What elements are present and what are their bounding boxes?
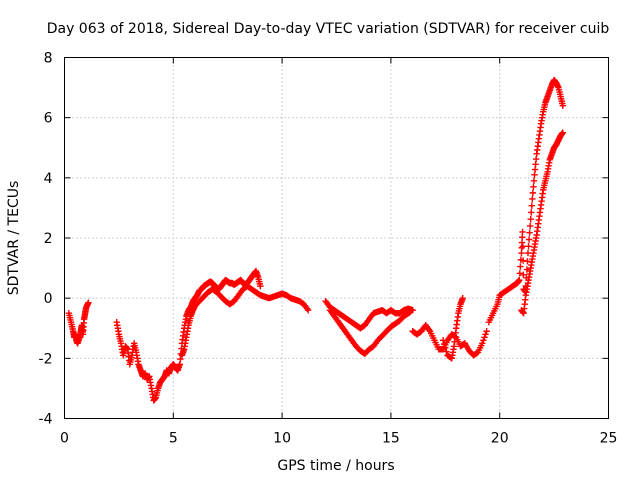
series-track-d — [322, 297, 416, 332]
data-points — [65, 76, 567, 404]
y-tick-label: 0 — [44, 291, 53, 307]
data-point — [527, 215, 534, 223]
grid — [64, 57, 609, 419]
x-tick-label: 5 — [169, 431, 178, 447]
y-tick-label: -4 — [39, 412, 53, 428]
data-point — [481, 334, 488, 341]
data-point — [439, 337, 447, 344]
data-point — [526, 222, 534, 230]
x-tick-label: 25 — [600, 431, 618, 447]
data-point — [441, 340, 448, 348]
data-point — [525, 243, 532, 250]
x-tick-label: 10 — [273, 431, 291, 447]
series-track-b — [113, 267, 264, 404]
x-axis-label: GPS time / hours — [277, 458, 394, 474]
data-point — [483, 328, 490, 335]
y-axis-label: SDTVAR / TECUs — [6, 181, 22, 296]
y-tick-label: 4 — [44, 171, 53, 187]
y-tick-label: 6 — [44, 111, 53, 127]
data-point — [559, 129, 567, 136]
data-point — [519, 257, 527, 264]
y-tick-label: 2 — [44, 231, 53, 247]
data-point — [524, 249, 532, 257]
data-point — [519, 243, 527, 250]
data-point — [523, 274, 530, 282]
data-point — [517, 263, 524, 270]
chart-title: Day 063 of 2018, Sidereal Day-to-day VTE… — [47, 21, 610, 37]
data-point — [526, 229, 533, 236]
plot-frame — [64, 57, 609, 419]
data-point — [459, 294, 466, 302]
data-point — [559, 102, 567, 109]
data-point — [523, 266, 531, 273]
data-point — [407, 308, 414, 315]
data-point — [480, 337, 487, 344]
y-tick-label: -2 — [39, 351, 53, 367]
x-tick-label: 20 — [491, 431, 509, 447]
x-tick-label: 15 — [382, 431, 400, 447]
series-track-c — [178, 282, 312, 359]
data-point — [442, 344, 449, 352]
data-point — [530, 177, 538, 185]
data-point — [520, 271, 527, 279]
data-point — [525, 236, 533, 243]
data-point — [257, 282, 264, 290]
data-point — [528, 209, 535, 216]
series-track-a — [65, 299, 92, 347]
x-tick-label: 0 — [60, 431, 69, 447]
data-point — [530, 183, 537, 191]
series-track-f — [409, 322, 490, 359]
data-point — [528, 202, 535, 209]
data-point — [479, 340, 486, 347]
series-track-g — [439, 294, 466, 362]
data-point — [482, 331, 489, 338]
data-point — [516, 270, 524, 277]
data-point — [529, 195, 536, 203]
series-track-j — [522, 76, 567, 290]
data-point — [524, 258, 531, 265]
data-point — [85, 299, 92, 306]
data-point — [305, 307, 312, 314]
data-point — [519, 228, 526, 236]
data-point — [516, 276, 523, 284]
data-point — [529, 189, 537, 197]
series-track-h — [485, 228, 530, 326]
series-track-e — [326, 307, 414, 358]
data-point — [443, 348, 450, 355]
y-tick-label: 8 — [44, 51, 53, 67]
data-point — [522, 282, 530, 290]
tick-labels: 0 5 10 15 20 25 -4 -2 0 2 4 6 8 — [39, 51, 618, 447]
